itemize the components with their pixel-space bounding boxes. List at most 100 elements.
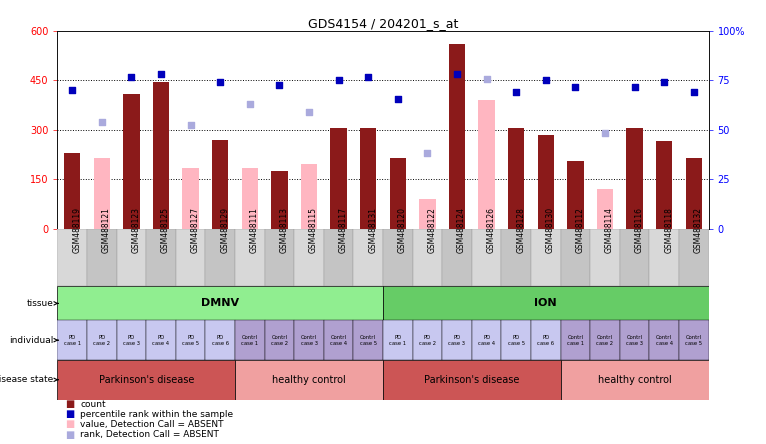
Text: GSM488126: GSM488126 <box>486 207 496 254</box>
Point <box>569 83 581 91</box>
Text: ■: ■ <box>65 430 74 440</box>
Bar <box>212 140 228 229</box>
Bar <box>650 321 679 360</box>
Text: individual: individual <box>9 336 54 345</box>
Text: GSM488115: GSM488115 <box>309 207 318 254</box>
Bar <box>679 321 709 360</box>
Text: GSM488130: GSM488130 <box>546 207 555 254</box>
Text: count: count <box>80 400 106 408</box>
Text: PD
case 5: PD case 5 <box>182 335 199 345</box>
Bar <box>502 229 531 286</box>
Bar <box>146 229 176 286</box>
Bar <box>442 321 472 360</box>
Point <box>540 77 552 84</box>
Bar <box>153 82 169 229</box>
Text: percentile rank within the sample: percentile rank within the sample <box>80 410 234 419</box>
Bar <box>620 321 650 360</box>
Bar <box>264 229 294 286</box>
Text: Parkinson's disease: Parkinson's disease <box>99 375 194 385</box>
Text: GSM488128: GSM488128 <box>516 207 525 254</box>
Point <box>155 70 167 77</box>
Text: PD
case 6: PD case 6 <box>537 335 555 345</box>
Text: GSM488121: GSM488121 <box>102 207 111 254</box>
Text: Contrl
case 2: Contrl case 2 <box>271 335 288 345</box>
Bar <box>330 128 347 229</box>
Bar <box>538 135 554 229</box>
Text: GSM488119: GSM488119 <box>72 207 81 254</box>
Text: value, Detection Call = ABSENT: value, Detection Call = ABSENT <box>80 420 224 429</box>
Bar <box>419 199 436 229</box>
Bar <box>472 229 502 286</box>
Point <box>688 88 700 95</box>
Bar <box>353 229 383 286</box>
Text: PD
case 4: PD case 4 <box>152 335 169 345</box>
Text: PD
case 4: PD case 4 <box>478 335 495 345</box>
Point <box>273 82 286 89</box>
Text: GSM488120: GSM488120 <box>398 207 407 254</box>
Bar <box>479 100 495 229</box>
Bar <box>93 158 110 229</box>
Text: ION: ION <box>535 298 557 309</box>
Text: GSM488124: GSM488124 <box>457 207 466 254</box>
Text: Contrl
case 4: Contrl case 4 <box>656 335 673 345</box>
Point <box>96 118 108 125</box>
Text: Contrl
case 1: Contrl case 1 <box>567 335 584 345</box>
Bar <box>116 229 146 286</box>
Text: Contrl
case 2: Contrl case 2 <box>597 335 614 345</box>
Text: tissue: tissue <box>27 299 54 308</box>
Bar <box>568 161 584 229</box>
Bar <box>449 44 465 229</box>
Bar <box>502 321 531 360</box>
Point <box>214 79 227 86</box>
Bar <box>472 321 502 360</box>
Bar <box>679 229 709 286</box>
Bar <box>390 158 406 229</box>
Bar <box>360 128 376 229</box>
Bar <box>561 321 590 360</box>
Point <box>391 95 404 102</box>
Bar <box>442 229 472 286</box>
Text: healthy control: healthy control <box>597 375 672 385</box>
Bar <box>264 321 294 360</box>
Bar <box>650 229 679 286</box>
Text: GSM488114: GSM488114 <box>605 207 614 254</box>
Text: GSM488113: GSM488113 <box>280 207 289 254</box>
Point <box>332 77 345 84</box>
Point <box>599 130 611 137</box>
Bar <box>590 229 620 286</box>
Title: GDS4154 / 204201_s_at: GDS4154 / 204201_s_at <box>308 17 458 30</box>
Point <box>244 100 256 107</box>
Text: GSM488129: GSM488129 <box>221 207 229 254</box>
Bar <box>182 168 198 229</box>
Bar <box>87 321 116 360</box>
Text: rank, Detection Call = ABSENT: rank, Detection Call = ABSENT <box>80 430 219 439</box>
Text: Contrl
case 5: Contrl case 5 <box>360 335 377 345</box>
Bar <box>235 229 264 286</box>
Text: Contrl
case 4: Contrl case 4 <box>330 335 347 345</box>
Bar <box>627 128 643 229</box>
Bar <box>123 94 139 229</box>
Bar <box>324 229 353 286</box>
Bar <box>205 321 235 360</box>
Text: GSM488127: GSM488127 <box>191 207 200 254</box>
Bar <box>531 321 561 360</box>
Text: healthy control: healthy control <box>272 375 346 385</box>
Bar <box>531 229 561 286</box>
Text: PD
case 1: PD case 1 <box>389 335 406 345</box>
Text: PD
case 3: PD case 3 <box>448 335 466 345</box>
Point <box>421 149 434 156</box>
Text: GSM488111: GSM488111 <box>250 207 259 254</box>
Bar <box>324 321 353 360</box>
Bar <box>686 158 702 229</box>
Point <box>126 74 138 81</box>
Bar <box>597 189 613 229</box>
Text: PD
case 1: PD case 1 <box>64 335 80 345</box>
Bar <box>205 229 235 286</box>
Text: PD
case 3: PD case 3 <box>123 335 140 345</box>
Bar <box>271 171 287 229</box>
Bar <box>294 229 324 286</box>
Bar <box>561 229 590 286</box>
Point <box>510 88 522 95</box>
Text: Contrl
case 3: Contrl case 3 <box>626 335 643 345</box>
Bar <box>176 321 205 360</box>
